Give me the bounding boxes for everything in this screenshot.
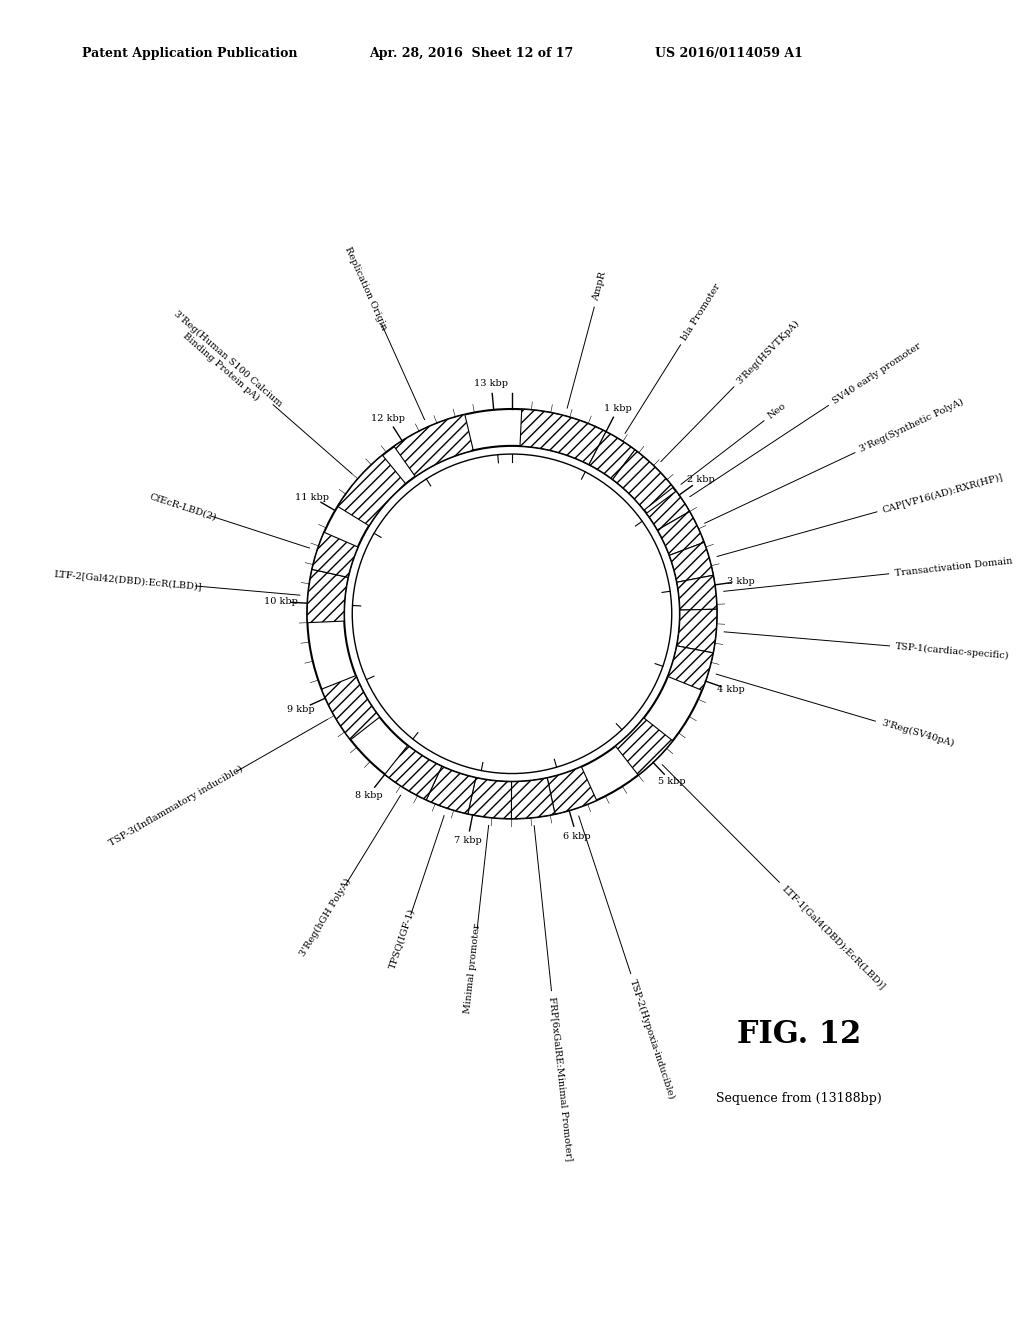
Wedge shape <box>511 777 555 818</box>
Text: LTF-2[Gal42(DBD):EcR(LBD)]: LTF-2[Gal42(DBD):EcR(LBD)] <box>53 569 203 591</box>
Text: 3'Reg(hGH PolyA): 3'Reg(hGH PolyA) <box>298 876 353 958</box>
Text: TSP-3(Inflammatory inducible): TSP-3(Inflammatory inducible) <box>106 764 244 849</box>
Text: 4 kbp: 4 kbp <box>717 685 744 694</box>
Text: AmpR: AmpR <box>592 271 608 302</box>
Wedge shape <box>520 409 606 465</box>
Wedge shape <box>657 512 703 556</box>
Wedge shape <box>646 491 689 529</box>
Text: 3 kbp: 3 kbp <box>727 577 755 586</box>
Text: CfEcR-LBD(2): CfEcR-LBD(2) <box>147 492 217 521</box>
Wedge shape <box>547 767 597 814</box>
Wedge shape <box>394 414 473 477</box>
Text: 9 kbp: 9 kbp <box>288 705 315 714</box>
Wedge shape <box>307 569 348 623</box>
Text: 6 kbp: 6 kbp <box>563 832 591 841</box>
Text: TPSQ(IGF-1): TPSQ(IGF-1) <box>388 907 417 970</box>
Text: Minimal promoter: Minimal promoter <box>464 923 482 1014</box>
Text: 3'Reg(SV40pA): 3'Reg(SV40pA) <box>880 718 955 748</box>
Text: Replication Origin: Replication Origin <box>343 246 388 331</box>
Text: TSP-2(Hypoxia-inducible): TSP-2(Hypoxia-inducible) <box>629 978 677 1101</box>
Text: FRP[6xGalRE:Minimal Promoter]: FRP[6xGalRE:Minimal Promoter] <box>548 997 573 1162</box>
Text: 1 kbp: 1 kbp <box>604 404 632 413</box>
Wedge shape <box>338 455 406 525</box>
Wedge shape <box>615 718 673 775</box>
Text: TSP-1(cardiac-specific): TSP-1(cardiac-specific) <box>895 642 1010 660</box>
Wedge shape <box>385 746 441 800</box>
Wedge shape <box>589 432 635 479</box>
Text: bla Promoter: bla Promoter <box>680 282 722 342</box>
Text: 3'Reg(Human S100 Calcium
Binding Protein pA): 3'Reg(Human S100 Calcium Binding Protein… <box>166 309 285 416</box>
Wedge shape <box>668 645 713 690</box>
Text: 11 kbp: 11 kbp <box>295 492 329 502</box>
Text: Neo: Neo <box>766 401 787 421</box>
Text: Transactivation Domain: Transactivation Domain <box>894 556 1013 578</box>
Text: 8 kbp: 8 kbp <box>354 791 382 800</box>
Text: SV40 early promoter: SV40 early promoter <box>831 342 923 405</box>
Text: 2 kbp: 2 kbp <box>687 475 715 484</box>
Text: Apr. 28, 2016  Sheet 12 of 17: Apr. 28, 2016 Sheet 12 of 17 <box>369 46 572 59</box>
Text: US 2016/0114059 A1: US 2016/0114059 A1 <box>655 46 803 59</box>
Text: 12 kbp: 12 kbp <box>371 414 404 422</box>
Wedge shape <box>677 576 717 610</box>
Wedge shape <box>670 543 713 582</box>
Text: 7 kbp: 7 kbp <box>454 837 481 845</box>
Text: 3'Reg(Synthetic PolyA): 3'Reg(Synthetic PolyA) <box>858 397 966 454</box>
Text: 3'Reg(HSVTKpA): 3'Reg(HSVTKpA) <box>735 318 802 385</box>
Text: Sequence from (13188bp): Sequence from (13188bp) <box>716 1092 882 1105</box>
Text: FIG. 12: FIG. 12 <box>736 1019 861 1049</box>
Text: 13 kbp: 13 kbp <box>474 379 508 388</box>
Text: LTF-1[Gal4(DBD):EcR(LBD)]: LTF-1[Gal4(DBD):EcR(LBD)] <box>780 883 888 991</box>
Text: Patent Application Publication: Patent Application Publication <box>82 46 297 59</box>
Text: 10 kbp: 10 kbp <box>264 597 298 606</box>
Wedge shape <box>677 610 717 653</box>
Wedge shape <box>312 532 358 577</box>
Wedge shape <box>426 767 476 814</box>
Wedge shape <box>322 676 380 739</box>
Text: CAP[VP16(AD):RXR(HP)]: CAP[VP16(AD):RXR(HP)] <box>882 473 1005 515</box>
Text: 5 kbp: 5 kbp <box>657 777 685 787</box>
Wedge shape <box>612 450 673 510</box>
Wedge shape <box>468 777 512 818</box>
